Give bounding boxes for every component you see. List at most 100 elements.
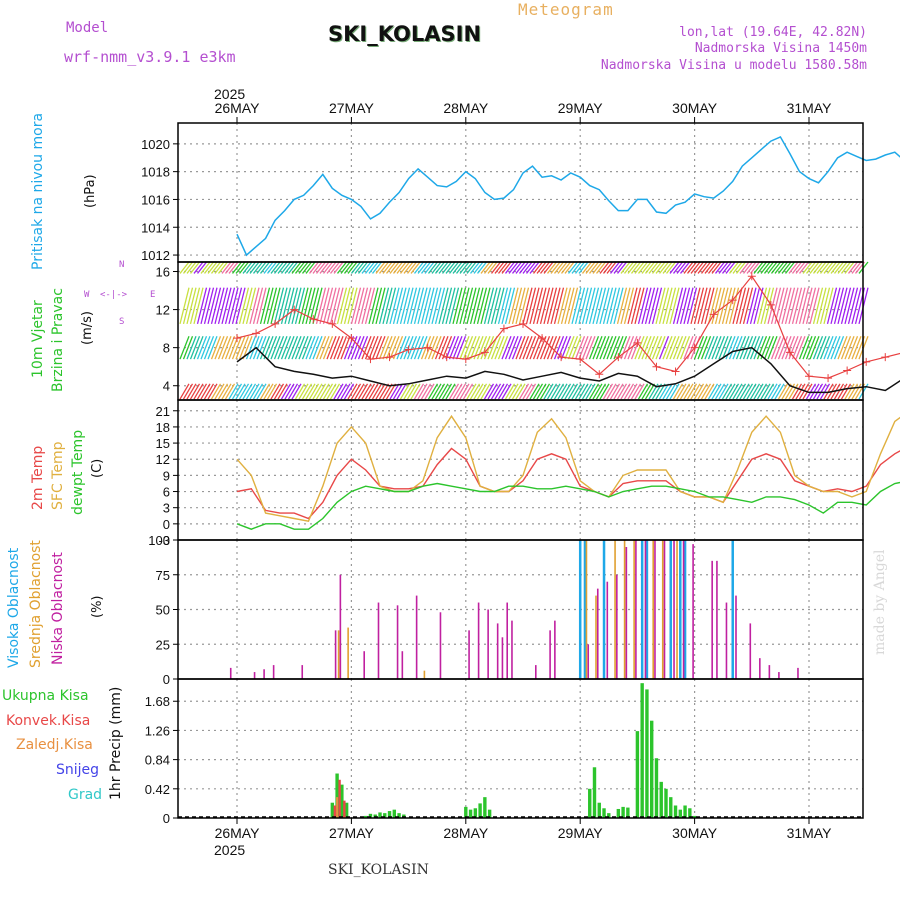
wind-barb (823, 383, 834, 400)
wind-barb (343, 383, 355, 400)
wind-barb (259, 261, 271, 274)
wind-gust-marker (652, 362, 661, 371)
wind-barb (571, 287, 582, 325)
wind-barb (742, 335, 754, 360)
wind-barb (655, 335, 666, 360)
wind-barb (382, 261, 393, 274)
wind-gust-marker (290, 305, 299, 314)
wind-barb (361, 335, 372, 360)
wind-barb (329, 287, 341, 325)
wind-barb (308, 335, 320, 360)
wind-gust-marker (404, 345, 413, 354)
wind-barb (273, 383, 285, 400)
precip-rain-bar (659, 781, 663, 818)
wind-barb (791, 335, 803, 360)
wind-barb (606, 335, 617, 360)
wind-barb (704, 335, 715, 360)
wind-barb (763, 261, 775, 274)
wind-barb (805, 383, 817, 400)
wind-barb (728, 335, 740, 360)
wind-barb (763, 335, 775, 360)
wind-barb (284, 335, 295, 360)
precip-rain-bar (607, 813, 611, 818)
y-tick-label: 0.42 (145, 782, 170, 797)
wind-barb (193, 383, 204, 400)
wind-barb (518, 335, 530, 360)
wind-barb (385, 261, 397, 274)
wind-barb (511, 383, 523, 400)
wind-barb (812, 287, 824, 325)
wind-barb (637, 335, 649, 360)
wind-barb (648, 335, 659, 360)
wind-barb (585, 261, 596, 274)
wind-barb (833, 335, 845, 360)
wind-barb (704, 287, 715, 325)
wind-barb (613, 383, 624, 400)
wind-barb (522, 383, 533, 400)
wind-barb (217, 383, 229, 400)
wind-barb (581, 383, 593, 400)
y-tick-label: 1.68 (145, 694, 170, 709)
wind-barb (700, 287, 712, 325)
model-label: Model (66, 20, 109, 36)
wind-barb (235, 335, 246, 360)
wind-barb (784, 261, 796, 274)
wind-barb (214, 383, 225, 400)
wind-barb (480, 287, 491, 325)
wind-barb (770, 261, 782, 274)
legend-ukupna: Ukupna Kisa (2, 688, 89, 704)
wind-barb (445, 287, 456, 325)
precip-rain-bar (616, 808, 621, 818)
wind-barb (413, 335, 425, 360)
wind-barb (210, 261, 222, 274)
wind-barb (518, 287, 530, 325)
wind-barb (343, 335, 355, 360)
wind-barb (361, 261, 372, 274)
wind-barb (312, 261, 323, 274)
wind-barb (837, 287, 848, 325)
wind-barb (490, 261, 502, 274)
wind-barb (588, 287, 600, 325)
wind-barb (375, 335, 386, 360)
wind-barb (672, 261, 684, 274)
compass-arrows: <-|-> (100, 290, 128, 300)
wind-barb (732, 335, 743, 360)
wind-barb (851, 261, 862, 274)
wind-barb (602, 261, 614, 274)
wind-barb (280, 335, 292, 360)
wind-barb (620, 335, 631, 360)
wind-barb (840, 261, 852, 274)
wind-barb (679, 335, 691, 360)
wind-barb (697, 383, 708, 400)
wind-barb (739, 335, 750, 360)
wind-gust-marker (461, 355, 470, 364)
wind-barb (287, 261, 299, 274)
wind-barb (795, 287, 806, 325)
wind-barb (252, 287, 264, 325)
wind-barb (819, 261, 831, 274)
wind-barb (683, 335, 694, 360)
wind-barb (242, 261, 253, 274)
wind-barb (214, 261, 225, 274)
wind-barb (315, 383, 327, 400)
wind-barb (333, 287, 344, 325)
wind-barb (354, 261, 365, 274)
wind-barb (627, 261, 638, 274)
wind-gust-marker (843, 366, 852, 375)
bottom-day-label: 29MAY (558, 825, 604, 841)
wind-barb (592, 335, 603, 360)
wind-barb (371, 287, 383, 325)
y-tick-label: 9 (163, 468, 170, 483)
wind-barb (550, 383, 561, 400)
wind-barb (301, 383, 313, 400)
wind-barb (242, 383, 253, 400)
precip-rain-bar (344, 802, 349, 818)
wind-barb (679, 287, 691, 325)
wind-barb (658, 261, 670, 274)
wind-barb (193, 335, 204, 360)
wind-barb (186, 287, 197, 325)
wind-barb (406, 383, 418, 400)
wind-barb (410, 287, 421, 325)
wind-barb (420, 261, 432, 274)
wind-barb (522, 261, 533, 274)
